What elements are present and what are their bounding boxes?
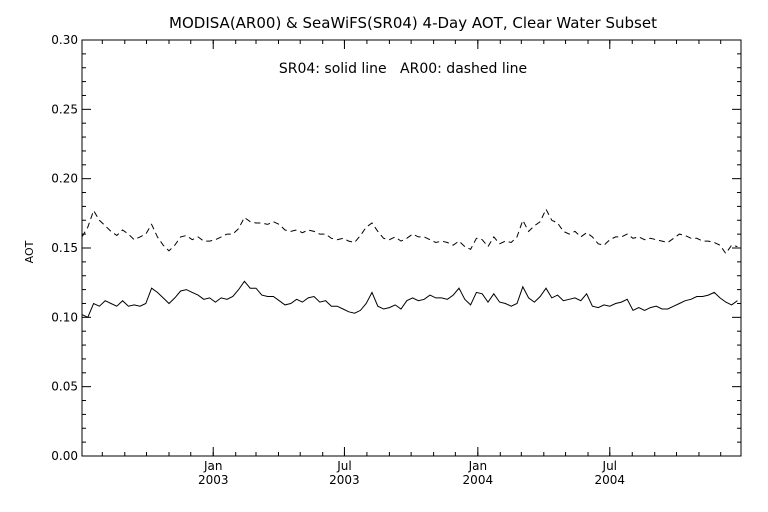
y-tick-label: 0.25 (51, 102, 78, 116)
x-tick-label-year: 2003 (329, 473, 360, 487)
series-line-sr04 (81, 280, 738, 318)
x-tick-label-month: Jul (336, 459, 351, 473)
plot-frame (81, 39, 742, 457)
y-tick-label: 0.30 (51, 33, 78, 47)
x-tick-label-year: 2004 (595, 473, 626, 487)
series-layer (81, 208, 738, 318)
y-tick-label: 0.20 (51, 172, 78, 186)
y-tick-label: 0.05 (51, 380, 78, 394)
x-tick-label-year: 2003 (198, 473, 229, 487)
y-axis-label: AOT (23, 240, 36, 263)
series-line-ar00 (81, 208, 738, 255)
line-style-legend: SR04: solid line AR00: dashed line (279, 61, 527, 77)
x-tick-label-month: Jan (468, 459, 488, 473)
x-tick-label-year: 2004 (463, 473, 494, 487)
x-tick-label-month: Jul (602, 459, 617, 473)
y-axis: 0.00 0.05 0.10 0.15 0.20 0.25 0.30 (51, 33, 741, 463)
y-tick-label: 0.10 (51, 310, 78, 324)
y-tick-label: 0.15 (51, 241, 78, 255)
y-tick-label: 0.00 (51, 449, 78, 463)
x-tick-label-month: Jan (203, 459, 223, 473)
chart-title: MODISA(AR00) & SeaWiFS(SR04) 4-Day AOT, … (169, 14, 657, 32)
